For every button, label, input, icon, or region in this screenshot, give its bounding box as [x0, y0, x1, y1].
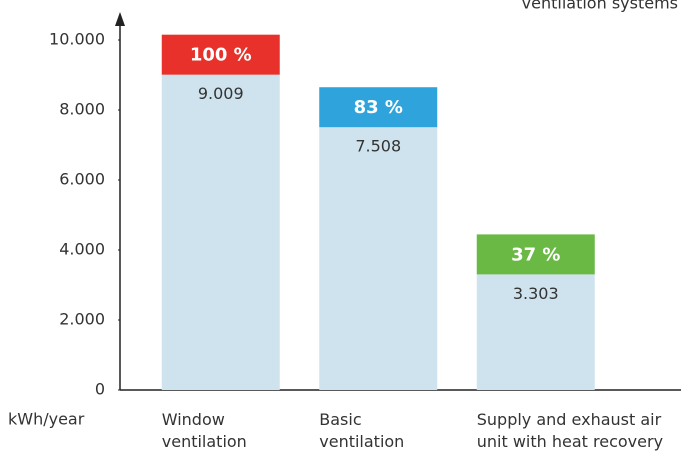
y-tick-label: 8.000 [59, 100, 105, 119]
y-tick-label: 0 [95, 380, 105, 399]
x-tick-label-line: unit with heat recovery [477, 432, 663, 451]
percent-box [161, 34, 280, 75]
chart-title: ventilation systems [522, 0, 678, 13]
value-label: 3.303 [513, 284, 559, 303]
value-label: 7.508 [355, 137, 401, 156]
bar [161, 74, 280, 390]
x-tick-label: Supply and exhaust air unit with heat rec… [477, 410, 663, 451]
y-axis-arrow [115, 12, 125, 26]
percent-label: 83 % [354, 97, 403, 118]
y-tick-label: 10.000 [49, 30, 105, 49]
x-tick-label-line: Window [162, 410, 225, 429]
x-tick-label-line: ventilation [319, 432, 404, 451]
x-tick-label: Window ventilation [162, 410, 247, 451]
y-axis-label: kWh/year [8, 410, 85, 429]
y-tick-label: 2.000 [59, 310, 105, 329]
x-tick-label: Basic ventilation [319, 410, 404, 451]
x-tick-label-line: Supply and exhaust air [477, 410, 662, 429]
percent-label: 100 % [190, 45, 252, 66]
percent-box [476, 234, 595, 275]
percent-box [319, 87, 438, 128]
bar [319, 127, 438, 390]
bar [476, 274, 595, 390]
y-tick-label: 4.000 [59, 240, 105, 259]
value-label: 9.009 [198, 84, 244, 103]
x-tick-label-line: Basic [319, 410, 361, 429]
x-tick-label-line: ventilation [162, 432, 247, 451]
y-tick-label: 6.000 [59, 170, 105, 189]
percent-label: 37 % [511, 244, 560, 265]
